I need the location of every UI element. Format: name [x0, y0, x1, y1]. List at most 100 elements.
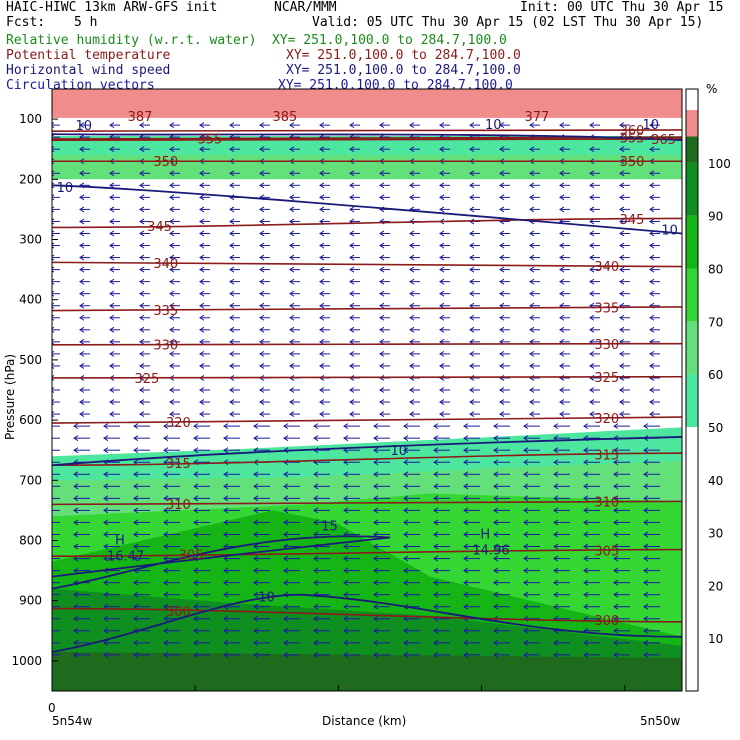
wind-vector-head: [52, 194, 55, 201]
wind-vector-head: [499, 314, 505, 321]
wind-vector-head: [613, 615, 619, 622]
wind-vector-head: [44, 580, 48, 585]
wind-vector-head: [52, 254, 55, 261]
wind-vector-head: [379, 411, 385, 418]
wind-vector-head: [589, 266, 595, 273]
theta-label-305: 305: [594, 544, 619, 559]
wind-vector-head: [439, 411, 445, 418]
wind-vector-head: [559, 411, 565, 418]
wind-vector-head: [133, 531, 139, 538]
wind-vector-head: [79, 278, 85, 285]
wind-vector-head: [283, 423, 289, 430]
wind-vector-head: [589, 362, 595, 369]
wind-vector-head: [229, 122, 235, 129]
wind-vector-head: [289, 362, 295, 369]
wind-vector-head: [133, 591, 139, 598]
field-theta-xy: XY= 251.0,100.0 to 284.7,100.0: [286, 48, 521, 63]
wind-vector-head: [199, 362, 205, 369]
wind-vector-head: [559, 350, 565, 357]
wind-vector-head: [199, 399, 205, 405]
field-vectors-xy: XY= 251.0,100.0 to 284.7,100.0: [278, 79, 513, 89]
wind-vector-head: [349, 206, 355, 213]
wind-vector-head: [223, 567, 229, 574]
colorbar-level-label: 60: [708, 368, 723, 382]
wind-vector-head: [289, 399, 295, 405]
wind-vector-head: [229, 182, 235, 189]
wind-vector-head: [139, 254, 145, 261]
wind-speed-label: 10: [258, 590, 275, 605]
wind-vector-head: [163, 627, 169, 634]
wind-vector-head: [553, 639, 559, 646]
wind-vector-head: [583, 507, 589, 514]
contour-labels: 300 300 305 305 310 310 315 315 320 320 325 325 330 3…: [57, 110, 678, 629]
wind-vector-head: [103, 651, 109, 658]
wind-vector-head: [199, 242, 205, 249]
wind-vector-head: [589, 230, 595, 237]
wind-vector-head: [343, 507, 349, 514]
wind-vector-head: [529, 266, 535, 273]
wind-vector-head: [163, 519, 169, 526]
wind-vector-head: [613, 471, 619, 478]
wind-vector-head: [379, 254, 385, 261]
wind-vector-head: [499, 266, 505, 273]
wind-vector-head: [52, 278, 55, 285]
wind-vector-head: [373, 459, 379, 466]
wind-vector-head: [619, 326, 625, 333]
wind-vector-head: [463, 495, 469, 502]
wind-vector-head: [583, 567, 589, 574]
wind-vector-head: [133, 603, 139, 610]
wind-vector-head: [529, 278, 535, 285]
wind-vector-head: [583, 459, 589, 466]
wind-vector-head: [349, 290, 355, 297]
wind-vector-head: [259, 411, 265, 418]
wind-vector-head: [343, 591, 349, 598]
wind-vector-head: [439, 242, 445, 249]
wind-vector-head: [133, 519, 139, 526]
wind-vector-head: [133, 615, 139, 622]
wind-vector-head: [109, 314, 115, 321]
wind-vector-head: [583, 423, 589, 430]
wind-vector-head: [493, 651, 499, 658]
wind-vector-head: [523, 495, 529, 502]
wind-vector-head: [463, 651, 469, 658]
wind-vector-head: [169, 266, 175, 273]
wind-vector-head: [499, 122, 505, 129]
wind-vector-head: [79, 411, 85, 418]
wind-vector-head: [499, 411, 505, 418]
wind-vector-head: [583, 495, 589, 502]
wind-vector-head: [313, 423, 319, 430]
wind-vector-head: [403, 543, 409, 550]
wind-vector-head: [523, 435, 529, 442]
wind-vector-head: [439, 206, 445, 213]
theta-label-305: 305: [179, 549, 204, 564]
wind-vector-head: [643, 555, 649, 562]
wind-vector-head: [463, 531, 469, 538]
wind-vector-head: [499, 170, 505, 177]
wind-vector-head: [439, 362, 445, 369]
wind-vector-head: [439, 170, 445, 177]
wind-vector-head: [583, 555, 589, 562]
wind-vector-head: [253, 579, 259, 586]
wind-vector-head: [469, 290, 475, 297]
wind-vector-head: [379, 314, 385, 321]
wind-vector-head: [559, 290, 565, 297]
wind-vector-head: [229, 302, 235, 309]
wind-vector-head: [199, 182, 205, 189]
colorbar-segment: [686, 215, 698, 269]
wind-vector-head: [589, 290, 595, 297]
wind-vector-head: [139, 411, 145, 418]
wind-vector-head: [52, 206, 55, 213]
theta-label-350: 350: [620, 155, 645, 170]
wind-vector-head: [499, 350, 505, 357]
wind-vector-head: [343, 603, 349, 610]
wind-vector-head: [529, 206, 535, 213]
field-rh-xy: XY= 251.0,100.0 to 284.7,100.0: [272, 33, 507, 48]
wind-vector-head: [313, 471, 319, 478]
wind-vector-head: [253, 531, 259, 538]
wind-vector-head: [229, 399, 235, 405]
wind-vector-head: [133, 543, 139, 550]
wind-vector-head: [583, 543, 589, 550]
wind-vector-head: [349, 230, 355, 237]
wind-vector-head: [109, 290, 115, 297]
wind-vector-head: [589, 399, 595, 405]
